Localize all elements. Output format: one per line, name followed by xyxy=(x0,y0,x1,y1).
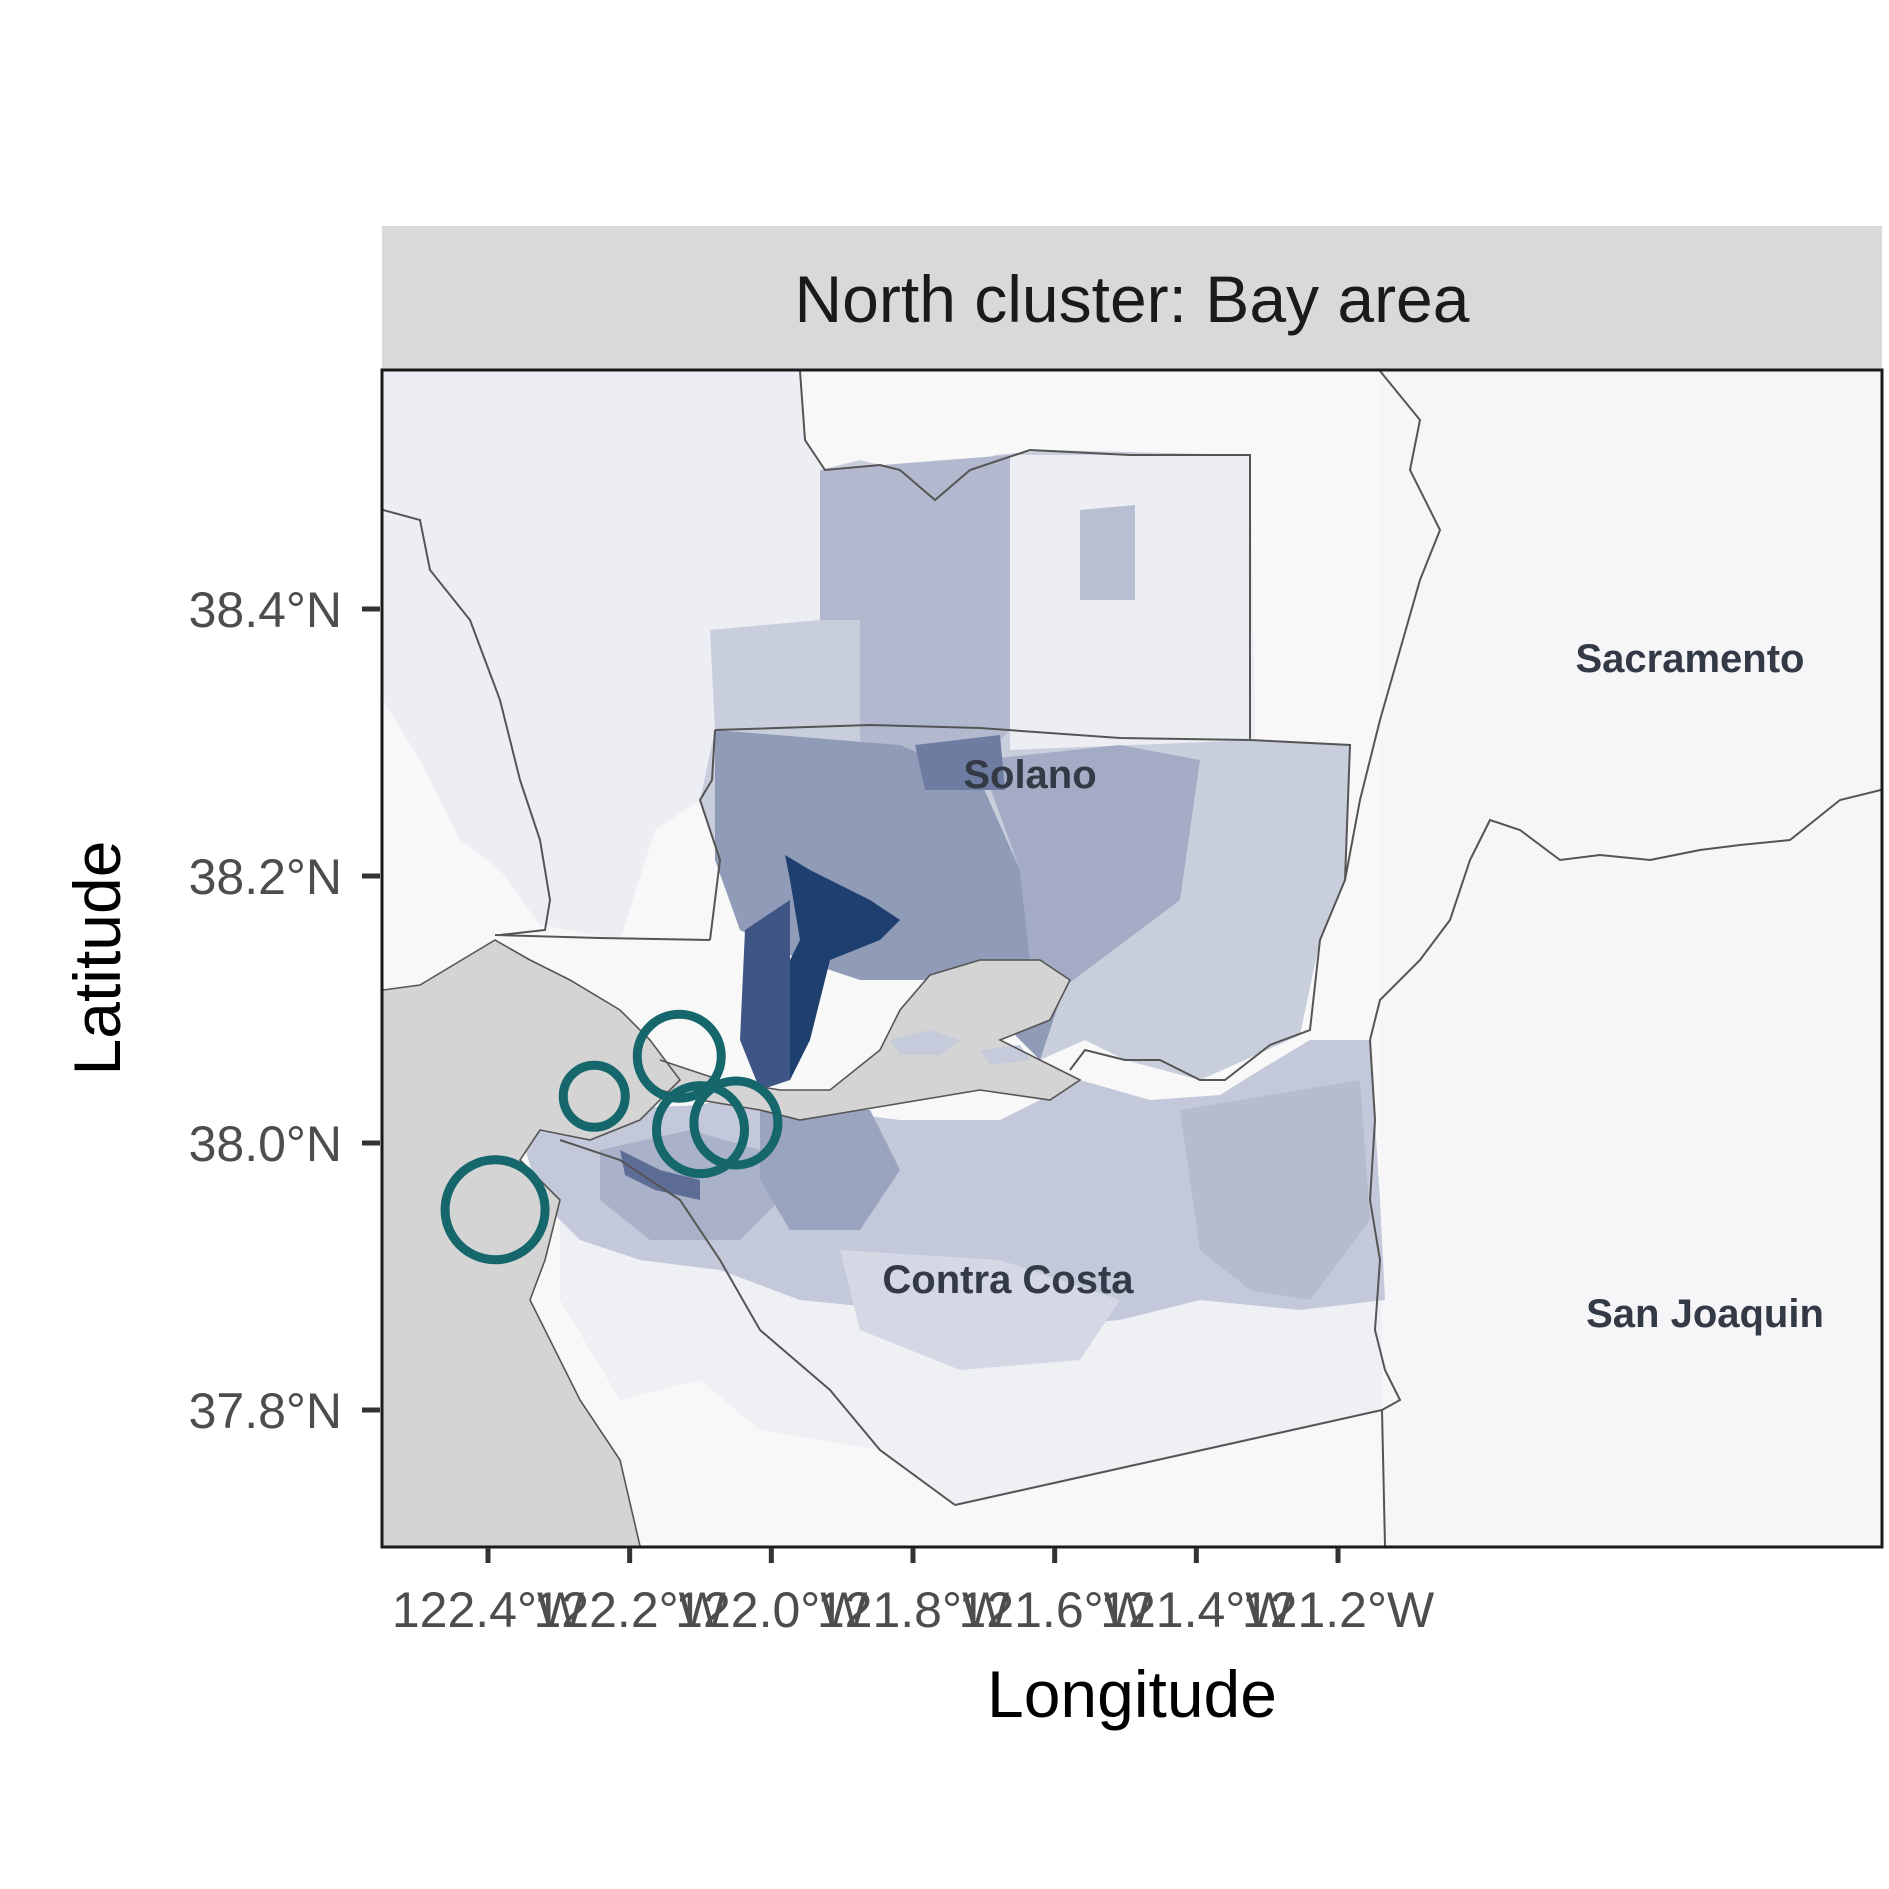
county-label-contra-costa: Contra Costa xyxy=(882,1258,1134,1302)
highlight-circle xyxy=(689,1076,783,1170)
county-borders xyxy=(383,371,1881,1546)
x-tick-label: 122.2°W xyxy=(534,1582,727,1638)
y-tick-label: 38.0°N xyxy=(189,1116,342,1172)
facet-strip xyxy=(382,226,1882,370)
facet-strip-title: North cluster: Bay area xyxy=(795,262,1470,336)
solano-mid-tracts xyxy=(980,745,1200,990)
highlight-circle xyxy=(440,1155,550,1265)
solano-east-region xyxy=(1010,455,1255,750)
y-axis-title: Latitude xyxy=(60,841,134,1076)
x-tick-label: 121.4°W xyxy=(1100,1582,1293,1638)
contra-costa-martinez-tracts xyxy=(760,1100,900,1230)
highlight-circle xyxy=(632,1009,726,1103)
solano-vacaville-tract xyxy=(1080,505,1135,600)
shoreline xyxy=(383,939,1082,1546)
x-tick-label: 121.8°W xyxy=(817,1582,1010,1638)
map-panel: Solano Sacramento Contra Costa San Joaqu… xyxy=(383,371,1881,1546)
county-label-san-joaquin: San Joaquin xyxy=(1586,1292,1824,1336)
x-tick-label: 122.0°W xyxy=(675,1582,868,1638)
highlight-circle xyxy=(652,1081,749,1179)
x-tick-label: 121.2°W xyxy=(1242,1582,1435,1638)
county-label-solano: Solano xyxy=(963,753,1096,797)
county-label-sacramento: Sacramento xyxy=(1576,637,1805,681)
contra-costa-dark-tract xyxy=(620,1150,700,1200)
x-axis-title: Longitude xyxy=(987,1657,1277,1731)
contra-costa-south-tracts xyxy=(840,1250,1120,1370)
x-tick-label: 121.6°W xyxy=(959,1582,1152,1638)
y-tick-label: 37.8°N xyxy=(189,1383,342,1439)
region-east xyxy=(1380,371,1881,1546)
x-tick-label: 122.4°W xyxy=(392,1582,585,1638)
y-axis: 38.4°N 38.2°N 38.0°N 37.8°N xyxy=(189,582,380,1439)
solano-northwest-tracts xyxy=(820,455,1010,770)
y-tick-label: 38.2°N xyxy=(189,849,342,905)
vallejo-adjacent-tract xyxy=(740,900,790,1090)
carquinez-strait xyxy=(660,960,1080,1120)
contra-costa-east-tracts xyxy=(1180,1080,1370,1300)
highlight-circle xyxy=(558,1060,630,1132)
y-tick-label: 38.4°N xyxy=(189,582,342,638)
grizzly-bay-islands xyxy=(890,1030,1030,1065)
x-axis: 122.4°W122.2°W122.0°W121.8°W121.6°W121.4… xyxy=(392,1548,1435,1638)
solano-dark-tract xyxy=(915,735,1005,790)
region-north-west xyxy=(383,371,870,940)
panel-border xyxy=(380,368,1884,1549)
vallejo-tract-highlight xyxy=(760,855,900,1080)
highlight-circles xyxy=(440,1009,783,1265)
